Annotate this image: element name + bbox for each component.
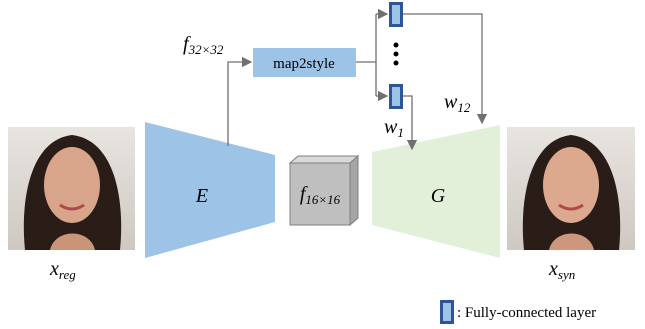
x-reg-label: xreg [49,258,76,282]
w1-base: w [384,116,398,138]
x-syn-label: xsyn [548,258,575,282]
w12-label: w12 [444,91,471,115]
x-reg-base: x [49,258,59,280]
w12-base: w [444,91,458,113]
legend-text: : Fully-connected layer [457,305,596,321]
generator-label: G [431,185,446,207]
x-reg-sub: reg [59,267,76,282]
arrow [228,62,251,146]
encoder-block [145,122,275,258]
x-syn-base: x [548,258,558,280]
f32-sub: 32×32 [188,42,224,57]
output-face-image [507,127,635,250]
legend-icon [440,300,454,324]
diagram: E f16×16 G f32×32 map2style w12 w1 xreg … [0,0,645,329]
ellipsis-dots [394,43,399,66]
x-syn-sub: syn [558,267,575,282]
arrow [403,96,412,149]
map2style-label: map2style [273,56,335,72]
w1-label: w1 [384,116,404,140]
encoder-label: E [195,185,208,207]
w12-sub: 12 [457,100,471,115]
input-face-image [8,127,135,250]
w1-sub: 1 [397,125,404,140]
fc-layer-bottom [389,84,403,109]
f16-sub: 16×16 [305,192,340,207]
fc-layer-top [389,2,403,27]
f32-label: f32×32 [183,33,224,57]
